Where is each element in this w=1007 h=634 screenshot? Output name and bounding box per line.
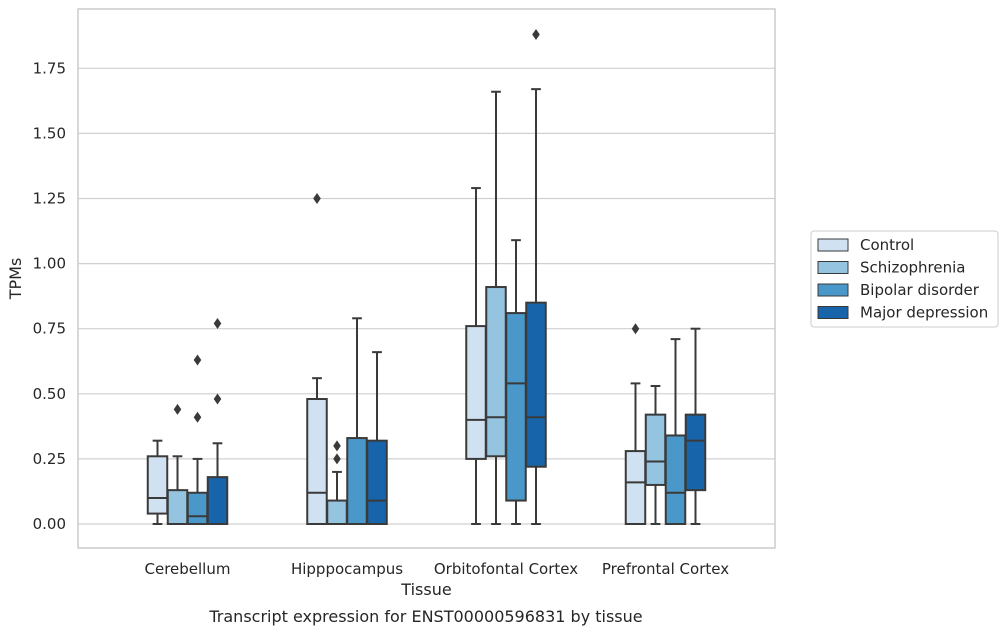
- legend-frame: [810, 230, 999, 328]
- outlier-point: [333, 440, 341, 452]
- outlier-point: [313, 193, 321, 204]
- box-schizophrenia: [166, 403, 189, 526]
- box-control: [624, 323, 647, 526]
- box-body: [465, 325, 487, 460]
- x-tick-label: Prefrontal Cortex: [602, 560, 729, 578]
- legend-swatch: [817, 306, 849, 319]
- outlier-point: [193, 411, 202, 423]
- y-tick-label: 0.00: [33, 515, 66, 533]
- box-body: [624, 450, 647, 526]
- box-major-depression: [684, 327, 707, 525]
- box-bipolar-disorder: [346, 317, 368, 525]
- box-bipolar-disorder: [505, 239, 527, 525]
- box-body: [186, 491, 209, 526]
- legend: Control Schizophrenia Bipolar disorder Majo…: [810, 230, 999, 328]
- box-body: [326, 499, 348, 525]
- y-tick-labels: 0.00 0.25 0.50 0.75 1.00 1.25 1.50 1.75: [33, 59, 66, 533]
- y-tick-label: 1.75: [33, 59, 66, 77]
- box-control: [146, 439, 169, 525]
- box-schizophrenia: [326, 440, 348, 525]
- y-tick-label: 0.50: [33, 385, 66, 403]
- legend-swatch: [817, 283, 849, 297]
- box-body: [644, 413, 667, 486]
- legend-label: Bipolar disorder: [860, 281, 980, 299]
- box-body: [146, 455, 169, 515]
- box-body: [525, 301, 547, 468]
- plot-frame: [77, 8, 776, 549]
- outlier-point: [213, 393, 222, 405]
- box-body: [485, 286, 507, 458]
- boxes: [146, 28, 707, 526]
- box-bipolar-disorder: [186, 354, 209, 526]
- outlier-point: [173, 403, 182, 415]
- legend-swatch: [817, 261, 849, 274]
- y-tick-label: 1.00: [33, 255, 66, 273]
- box-body: [206, 476, 229, 525]
- x-axis-label: Tissue: [400, 580, 451, 599]
- outlier-point: [193, 354, 202, 366]
- outlier-point: [213, 317, 222, 329]
- box-body: [306, 398, 328, 525]
- box-major-depression: [366, 351, 388, 525]
- y-tick-label: 1.25: [33, 190, 66, 208]
- box-bipolar-disorder: [664, 338, 687, 525]
- box-major-depression: [525, 28, 547, 525]
- x-tick-label: Cerebellum: [145, 560, 231, 578]
- y-axis-label: TPMs: [6, 258, 25, 301]
- outlier-point: [532, 28, 540, 40]
- box-body: [346, 437, 368, 525]
- box-major-depression: [206, 317, 229, 525]
- legend-label: Schizophrenia: [860, 259, 965, 277]
- outlier-point: [631, 323, 640, 335]
- y-tick-label: 0.25: [33, 450, 66, 468]
- x-tick-label: Hipppocampus: [291, 560, 403, 578]
- legend-label: Major depression: [860, 304, 988, 322]
- outlier-point: [333, 453, 341, 465]
- y-tick-label: 1.50: [33, 124, 66, 142]
- x-tick-label: Orbitofontal Cortex: [434, 560, 578, 578]
- box-body: [505, 312, 527, 502]
- y-tick-label: 0.75: [33, 320, 66, 338]
- legend-swatch: [817, 238, 849, 252]
- box-body: [684, 413, 707, 492]
- x-tick-labels: Cerebellum Hipppocampus Orbitofontal Corte…: [145, 560, 730, 578]
- legend-label: Control: [860, 236, 914, 254]
- chart-caption: Transcript expression for ENST0000059683…: [208, 607, 642, 626]
- box-body: [366, 439, 388, 525]
- box-control: [465, 187, 487, 525]
- box-schizophrenia: [644, 384, 667, 525]
- box-body: [664, 434, 687, 525]
- box-control: [306, 193, 328, 525]
- box-body: [166, 489, 189, 526]
